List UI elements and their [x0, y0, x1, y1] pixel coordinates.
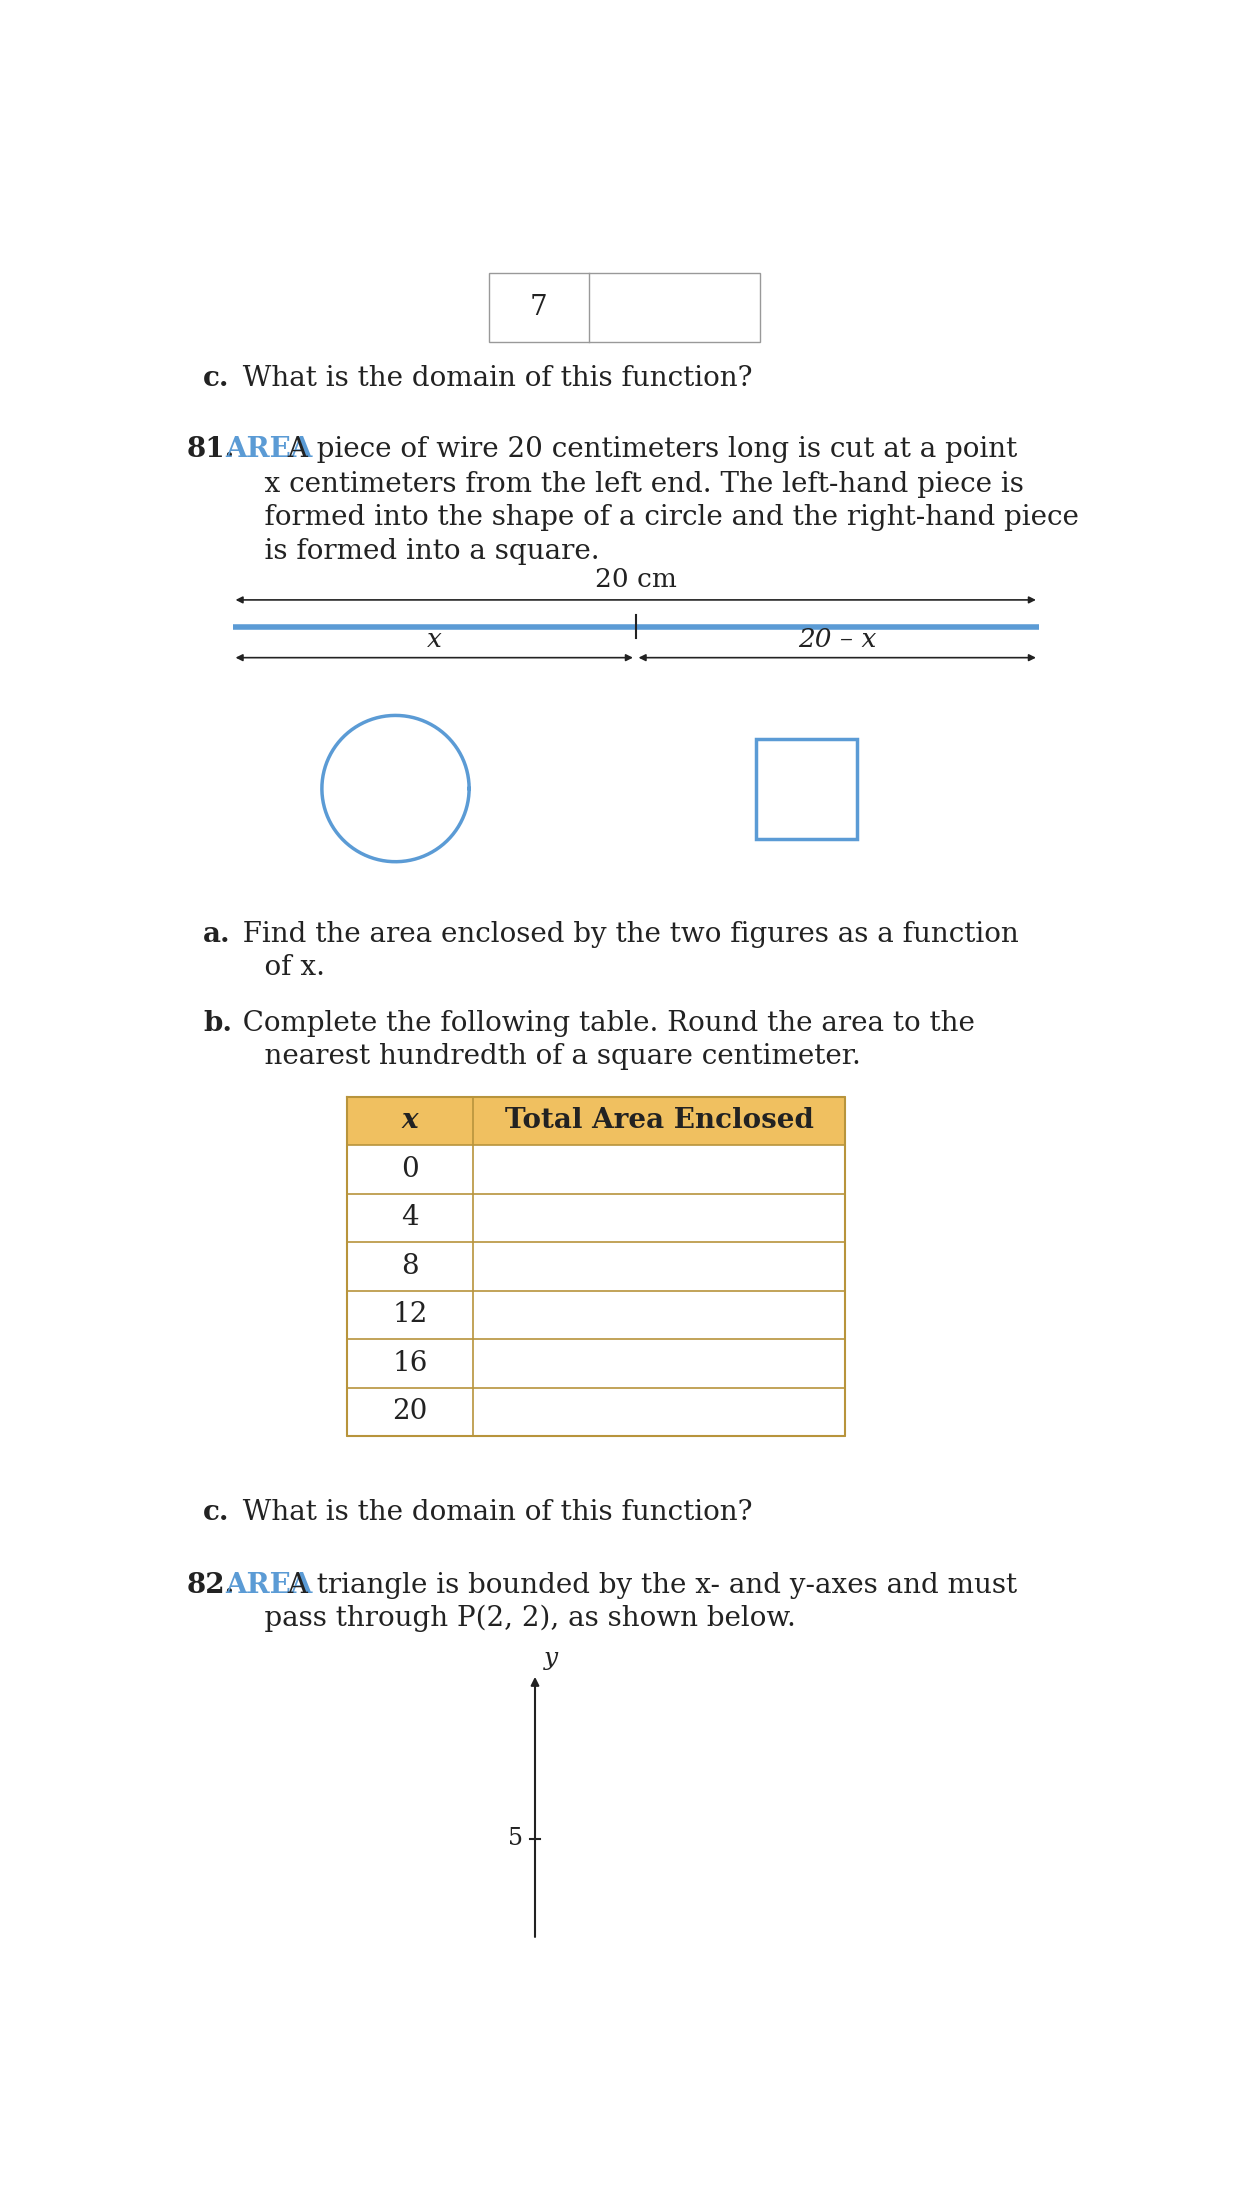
Text: x: x — [427, 627, 442, 651]
Bar — [488, 272, 760, 342]
Text: of x.: of x. — [229, 954, 325, 983]
Bar — [348, 1338, 845, 1387]
Text: 81.: 81. — [186, 437, 235, 464]
Text: AREA: AREA — [225, 437, 313, 464]
Text: x: x — [402, 1108, 419, 1135]
Text: What is the domain of this function?: What is the domain of this function? — [225, 364, 753, 393]
Text: 5: 5 — [508, 1828, 523, 1850]
Text: x centimeters from the left end. The left-hand piece is: x centimeters from the left end. The lef… — [229, 470, 1023, 499]
Bar — [348, 1146, 845, 1195]
Text: 8: 8 — [401, 1252, 419, 1281]
Bar — [348, 1387, 845, 1435]
Text: A triangle is bounded by the x- and y-axes and must: A triangle is bounded by the x- and y-ax… — [270, 1572, 1017, 1599]
Text: Total Area Enclosed: Total Area Enclosed — [504, 1108, 814, 1135]
Text: b.: b. — [204, 1009, 232, 1038]
Text: Complete the following table. Round the area to the: Complete the following table. Round the … — [225, 1009, 975, 1038]
Text: 7: 7 — [530, 294, 548, 320]
Text: 4: 4 — [401, 1203, 419, 1232]
Text: c.: c. — [204, 1499, 230, 1526]
Text: 16: 16 — [392, 1349, 428, 1378]
Text: c.: c. — [204, 364, 230, 393]
Text: What is the domain of this function?: What is the domain of this function? — [225, 1499, 753, 1526]
Text: 20 – x: 20 – x — [799, 627, 877, 651]
Bar — [756, 737, 857, 839]
Bar — [348, 1292, 845, 1338]
Text: pass through P(2, 2), as shown below.: pass through P(2, 2), as shown below. — [229, 1605, 796, 1632]
Text: 20 cm: 20 cm — [595, 567, 677, 592]
Text: a.: a. — [204, 921, 231, 949]
Text: formed into the shape of a circle and the right-hand piece: formed into the shape of a circle and th… — [229, 503, 1079, 530]
Text: 0: 0 — [401, 1155, 419, 1183]
Bar — [348, 1097, 845, 1146]
Text: 20: 20 — [392, 1398, 428, 1426]
Text: AREA: AREA — [225, 1572, 313, 1599]
Text: 82.: 82. — [186, 1572, 235, 1599]
Text: Find the area enclosed by the two figures as a function: Find the area enclosed by the two figure… — [225, 921, 1018, 949]
Text: A piece of wire 20 centimeters long is cut at a point: A piece of wire 20 centimeters long is c… — [270, 437, 1017, 464]
Bar — [348, 1195, 845, 1243]
Text: nearest hundredth of a square centimeter.: nearest hundredth of a square centimeter… — [229, 1042, 861, 1071]
Text: is formed into a square.: is formed into a square. — [229, 539, 600, 565]
Text: y: y — [544, 1647, 559, 1669]
Text: 12: 12 — [392, 1301, 428, 1329]
Bar — [348, 1243, 845, 1292]
